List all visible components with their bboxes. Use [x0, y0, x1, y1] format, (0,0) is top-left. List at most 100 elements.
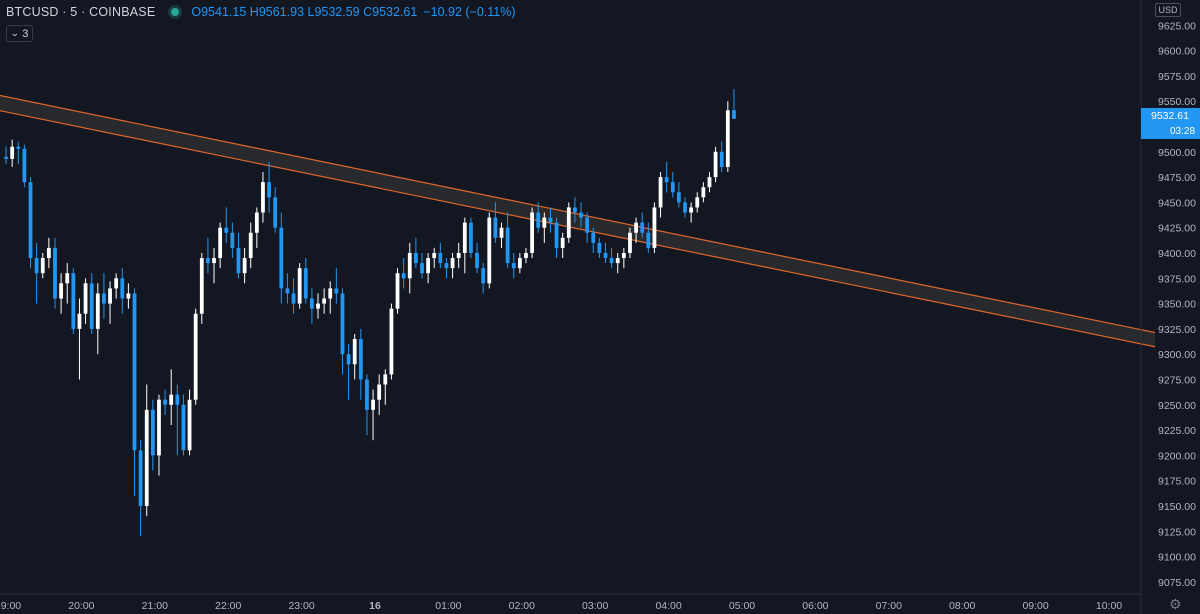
candle-body	[695, 197, 700, 208]
x-tick-label: 09:00	[1022, 600, 1048, 612]
candle	[273, 187, 278, 233]
y-tick-label: 9275.00	[1158, 374, 1196, 386]
candle-body	[114, 278, 119, 289]
candle	[670, 172, 675, 198]
candle-body	[499, 227, 504, 238]
price-axis[interactable]: 9625.009600.009575.009550.009525.009500.…	[1158, 20, 1196, 589]
y-tick-label: 9175.00	[1158, 476, 1196, 488]
candle-body	[352, 338, 357, 365]
candle-body	[163, 399, 167, 405]
candle	[524, 247, 528, 264]
candle	[371, 389, 375, 441]
candle-body	[65, 273, 70, 284]
candle-body	[377, 384, 382, 400]
candle-body	[193, 313, 198, 400]
candle-body	[83, 283, 88, 314]
symbol-title[interactable]: BTCUSD · 5 · COINBASE	[6, 5, 156, 19]
candle	[689, 202, 694, 223]
candle-body	[493, 217, 498, 238]
time-axis[interactable]: 19:00 20:00 21:00 22:00 23:00 16 01:00 02:00 03:…	[0, 600, 1122, 612]
y-tick-label: 9575.00	[1158, 71, 1196, 83]
candle-body	[218, 227, 223, 259]
y-tick-label: 9425.00	[1158, 223, 1196, 235]
candle-body	[22, 148, 27, 183]
candle-body	[719, 151, 724, 167]
candle-body	[230, 232, 235, 248]
y-tick-label: 9100.00	[1158, 552, 1196, 564]
candle-body	[597, 242, 602, 253]
candle	[511, 252, 516, 279]
y-tick-label: 9375.00	[1158, 273, 1196, 285]
candle	[383, 369, 388, 405]
candle	[444, 258, 449, 279]
candle	[34, 242, 39, 304]
candle-body	[254, 212, 259, 233]
candle	[40, 252, 45, 279]
candle-body	[505, 227, 510, 264]
x-tick-label: 23:00	[288, 600, 314, 612]
last-price-tag: 9532.61	[1141, 108, 1200, 124]
candle-body	[71, 273, 76, 329]
candle-body	[322, 298, 327, 304]
candle-body	[713, 151, 718, 178]
candle	[108, 281, 112, 324]
candle-body	[407, 252, 412, 279]
candle-body	[206, 258, 210, 264]
x-tick-label: 01:00	[435, 600, 461, 612]
y-tick-label: 9200.00	[1158, 450, 1196, 462]
candle-body	[371, 399, 375, 410]
indicators-toggle-button[interactable]: ⌄ 3	[6, 25, 33, 42]
candle	[407, 242, 412, 294]
candle-body	[248, 232, 253, 259]
candle	[621, 247, 626, 269]
currency-label[interactable]: USD	[1155, 3, 1181, 17]
candle	[114, 273, 119, 299]
candle	[28, 177, 33, 269]
candle-body	[395, 273, 400, 309]
x-tick-label: 03:00	[582, 600, 608, 612]
candle-body	[670, 182, 675, 193]
candle	[358, 328, 363, 400]
candle-body	[517, 258, 522, 269]
trend-channel[interactable]	[0, 94, 1156, 348]
candle	[548, 207, 553, 233]
candle	[242, 247, 247, 284]
x-tick-label: 20:00	[68, 600, 94, 612]
candle-body	[157, 399, 161, 456]
candle	[261, 172, 265, 223]
candle	[413, 237, 418, 269]
candle	[456, 242, 461, 269]
candle	[707, 172, 712, 193]
candle-body	[40, 258, 45, 274]
candle	[328, 281, 333, 314]
bar-countdown: 03:28	[1141, 124, 1200, 139]
candle-body	[615, 258, 620, 264]
candle-body	[426, 258, 431, 274]
candle-body	[346, 354, 351, 365]
candle	[163, 389, 167, 415]
candle-body	[132, 293, 137, 451]
candle-body	[469, 222, 473, 253]
candle	[646, 222, 651, 253]
candle	[65, 263, 70, 304]
candle-body	[144, 409, 149, 506]
candle-body	[297, 268, 302, 304]
candle	[542, 212, 547, 243]
candle-body	[560, 237, 565, 248]
candle	[71, 268, 76, 334]
candle-body	[334, 288, 339, 294]
candle	[59, 273, 64, 314]
candle	[469, 217, 473, 259]
candle-body	[664, 177, 669, 183]
candle	[365, 374, 369, 436]
candle-body	[267, 182, 271, 198]
channel-fill	[0, 95, 1155, 347]
candle-body	[444, 263, 449, 269]
trend-line-lower[interactable]	[0, 110, 1156, 348]
gear-icon[interactable]: ⚙	[1169, 596, 1182, 612]
low-value: 9532.59	[314, 5, 360, 19]
x-tick-label: 16	[369, 600, 381, 612]
trend-line-upper[interactable]	[0, 94, 1156, 334]
candle-body	[309, 298, 314, 309]
